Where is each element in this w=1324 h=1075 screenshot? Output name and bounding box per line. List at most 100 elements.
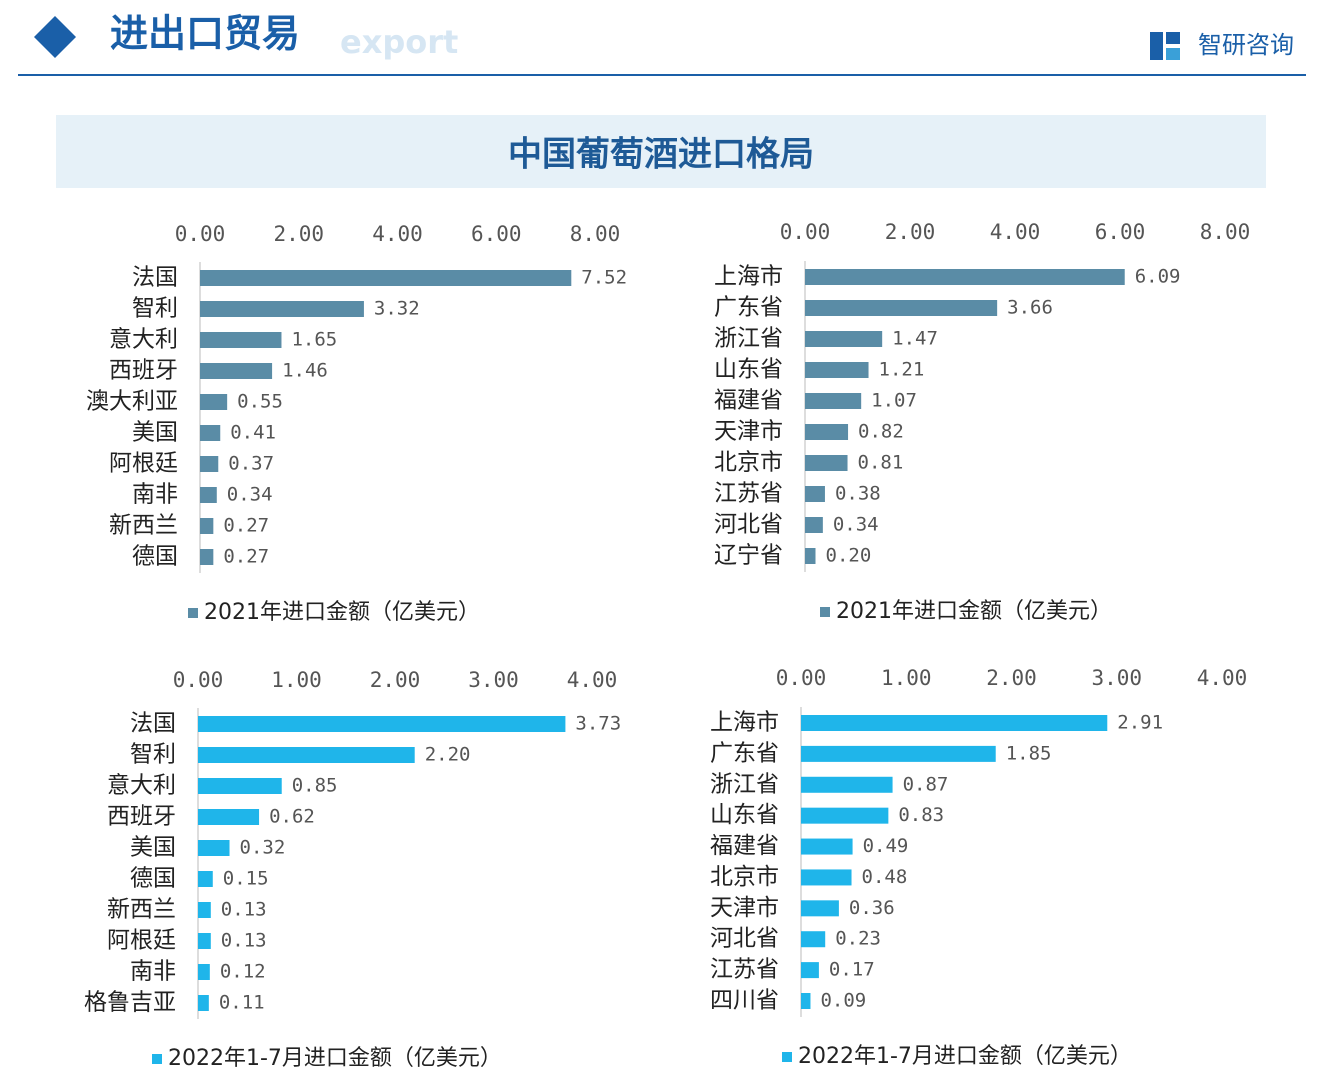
bar — [805, 424, 849, 440]
x-tick-label: 1.00 — [881, 666, 932, 690]
bar — [805, 486, 825, 502]
x-tick-label: 2.00 — [370, 668, 421, 692]
value-label: 1.07 — [871, 390, 917, 412]
value-label: 0.48 — [862, 866, 908, 888]
value-label: 0.85 — [292, 775, 338, 797]
bar — [200, 549, 214, 565]
value-label: 1.65 — [291, 329, 337, 351]
value-label: 0.09 — [820, 990, 866, 1012]
category-label: 意大利 — [107, 773, 176, 799]
bar — [200, 456, 219, 472]
category-label: 广东省 — [710, 740, 779, 766]
value-label: 0.38 — [835, 483, 881, 505]
value-label: 1.46 — [282, 360, 328, 382]
category-label: 阿根廷 — [107, 928, 176, 954]
x-tick-label: 8.00 — [1200, 220, 1251, 244]
category-label: 意大利 — [109, 327, 178, 353]
category-label: 福建省 — [710, 833, 779, 859]
value-label: 0.27 — [223, 515, 269, 537]
value-label: 0.83 — [898, 804, 944, 826]
value-label: 1.47 — [892, 328, 938, 350]
legend-swatch — [820, 607, 830, 617]
category-label: 天津市 — [714, 419, 783, 445]
bar — [198, 933, 211, 949]
value-label: 3.32 — [374, 298, 420, 320]
legend-swatch — [152, 1054, 162, 1064]
bar — [198, 995, 209, 1011]
x-tick-label: 4.00 — [372, 222, 423, 246]
bar — [801, 931, 826, 948]
category-label: 福建省 — [714, 388, 783, 414]
bar — [805, 331, 883, 347]
bar — [200, 487, 217, 503]
x-tick-label: 6.00 — [1095, 220, 1146, 244]
category-label: 格鲁吉亚 — [84, 990, 176, 1016]
category-label: 辽宁省 — [714, 543, 783, 569]
bar — [801, 715, 1108, 731]
category-label: 德国 — [132, 544, 178, 570]
bar — [198, 871, 213, 887]
banner — [56, 115, 1266, 188]
category-label: 四川省 — [710, 988, 779, 1014]
category-label: 上海市 — [714, 264, 783, 290]
bar — [200, 363, 273, 379]
banner-title: 中国葡萄酒进口格局 — [508, 135, 814, 175]
x-tick-label: 6.00 — [471, 222, 522, 246]
value-label: 2.20 — [425, 744, 471, 766]
value-label: 0.49 — [863, 835, 909, 857]
legend-swatch — [782, 1052, 792, 1062]
bar — [198, 747, 415, 763]
bar — [805, 517, 823, 533]
category-label: 智利 — [132, 296, 178, 322]
bar — [200, 270, 572, 286]
bar — [198, 716, 566, 732]
bar — [805, 393, 862, 409]
value-label: 3.73 — [575, 713, 621, 735]
category-label: 德国 — [130, 866, 176, 892]
bar — [198, 902, 211, 918]
value-label: 0.34 — [227, 484, 273, 506]
value-label: 6.09 — [1135, 266, 1181, 288]
category-label: 西班牙 — [109, 358, 178, 384]
category-label: 南非 — [130, 959, 176, 985]
value-label: 0.13 — [221, 899, 267, 921]
value-label: 1.21 — [879, 359, 925, 381]
value-label: 3.66 — [1007, 297, 1053, 319]
bar — [801, 993, 811, 1009]
value-label: 7.52 — [581, 267, 627, 289]
category-label: 澳大利亚 — [86, 389, 178, 415]
bar — [805, 455, 848, 471]
x-tick-label: 4.00 — [567, 668, 618, 692]
value-label: 0.12 — [220, 961, 266, 983]
x-tick-label: 3.00 — [1091, 666, 1142, 690]
legend-label: 2022年1-7月进口金额（亿美元） — [168, 1046, 502, 1071]
category-label: 江苏省 — [714, 481, 783, 507]
bar — [801, 962, 819, 979]
category-label: 河北省 — [710, 926, 779, 952]
value-label: 0.20 — [826, 545, 872, 567]
category-label: 江苏省 — [710, 957, 779, 983]
x-tick-label: 0.00 — [175, 222, 226, 246]
category-label: 天津市 — [710, 895, 779, 921]
value-label: 0.36 — [849, 897, 895, 919]
bar — [801, 776, 893, 793]
value-label: 0.41 — [230, 422, 276, 444]
category-label: 阿根廷 — [109, 451, 178, 477]
value-label: 0.15 — [223, 868, 269, 890]
x-tick-label: 4.00 — [990, 220, 1041, 244]
category-label: 上海市 — [710, 710, 779, 736]
value-label: 2.91 — [1117, 712, 1163, 734]
value-label: 0.82 — [858, 421, 904, 443]
value-label: 0.17 — [829, 959, 875, 981]
bar — [200, 425, 221, 441]
x-tick-label: 2.00 — [885, 220, 936, 244]
x-tick-label: 0.00 — [776, 666, 827, 690]
category-label: 新西兰 — [109, 513, 178, 539]
legend-label: 2021年进口金额（亿美元） — [204, 600, 480, 625]
bar — [801, 900, 839, 917]
x-tick-label: 8.00 — [570, 222, 621, 246]
category-label: 山东省 — [710, 802, 779, 828]
bar — [805, 269, 1125, 285]
category-label: 南非 — [132, 482, 178, 508]
bar — [805, 300, 998, 316]
